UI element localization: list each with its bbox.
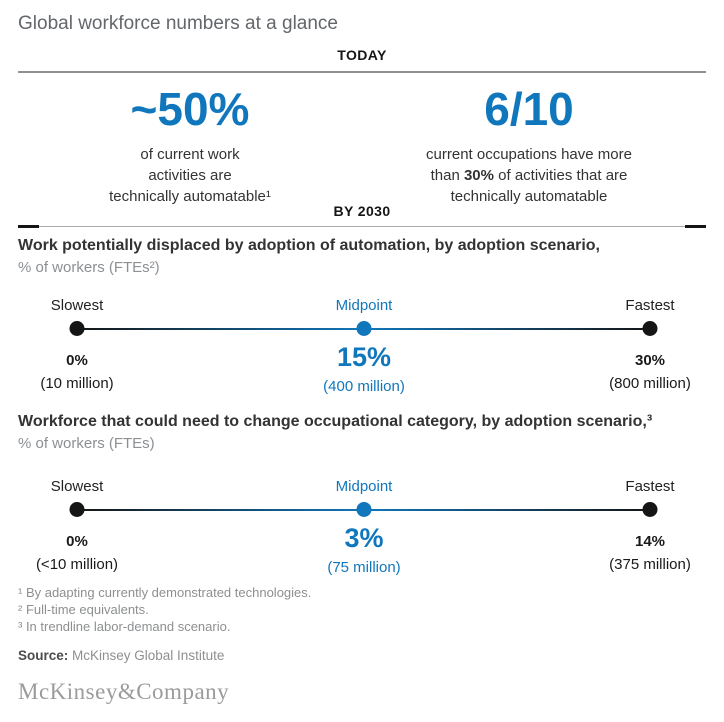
stat-value-6of10: 6/10 bbox=[484, 83, 574, 135]
page-title: Global workforce numbers at a glance bbox=[18, 13, 338, 34]
stat-desc-line: technically automatable bbox=[450, 188, 608, 205]
chart2-slowest-dot bbox=[69, 502, 85, 517]
chart2-slowest-value: 0% bbox=[66, 533, 88, 550]
footnote-3: ³ In trendline labor-demand scenario. bbox=[18, 619, 231, 634]
stat-automatable-activities: ~50% of current work activities are tech… bbox=[18, 84, 362, 207]
stat-desc-bold-value: 30% bbox=[463, 167, 494, 184]
stat-desc-line: technically automatable¹ bbox=[109, 188, 271, 205]
chart2-midpoint-label: Midpoint bbox=[335, 478, 393, 495]
source-text: McKinsey Global Institute bbox=[68, 648, 225, 663]
stat-occupations-automatable: 6/10 current occupations have more than … bbox=[352, 84, 706, 207]
stat-desc-line: activities are bbox=[148, 167, 232, 184]
chart2-fastest-detail: (375 million) bbox=[609, 556, 691, 573]
stat-desc-text: than bbox=[430, 167, 464, 184]
stat-desc-line: of current work bbox=[140, 146, 240, 163]
chart1-title: Work potentially displaced by adoption o… bbox=[18, 237, 600, 254]
chart1-fastest-detail: (800 million) bbox=[609, 375, 691, 392]
mckinsey-company-logo: McKinsey&Company bbox=[18, 679, 230, 704]
chart2-slowest-detail: (<10 million) bbox=[35, 556, 119, 573]
divider-end-cap-right bbox=[685, 225, 706, 228]
chart1-fastest-dot bbox=[642, 321, 658, 336]
footnote-2: ² Full-time equivalents. bbox=[18, 602, 149, 617]
today-section-header: TODAY bbox=[337, 47, 387, 63]
chart2-fastest-label: Fastest bbox=[625, 478, 675, 495]
chart2-fastest-dot bbox=[642, 502, 658, 517]
chart2-adoption-scale: Slowest Midpoint Fastest 0% 3% 14% (<10 … bbox=[0, 478, 724, 578]
chart2-slowest-label: Slowest bbox=[50, 478, 104, 495]
source-line: Source: McKinsey Global Institute bbox=[18, 648, 224, 663]
chart1-midpoint-value: 15% bbox=[336, 342, 392, 372]
chart1-fastest-value: 30% bbox=[634, 352, 666, 369]
stat-value-50pct: ~50% bbox=[130, 83, 250, 135]
chart2-fastest-value: 14% bbox=[634, 533, 666, 550]
footnote-1: ¹ By adapting currently demonstrated tec… bbox=[18, 585, 312, 600]
chart1-midpoint-dot bbox=[356, 321, 372, 336]
chart1-slowest-label: Slowest bbox=[50, 297, 104, 314]
chart1-slowest-dot bbox=[69, 321, 85, 336]
divider-end-cap-left bbox=[18, 225, 39, 228]
chart1-adoption-scale: Slowest Midpoint Fastest 0% 15% 30% (10 … bbox=[0, 297, 724, 397]
chart1-midpoint-label: Midpoint bbox=[335, 297, 393, 314]
chart2-midpoint-dot bbox=[356, 502, 372, 517]
chart1-slowest-detail: (10 million) bbox=[40, 375, 114, 392]
by2030-section-header: BY 2030 bbox=[333, 203, 391, 219]
stat-desc-line: current occupations have more bbox=[426, 146, 632, 163]
chart2-title: Workforce that could need to change occu… bbox=[18, 413, 653, 430]
stat-desc-text: of activities that are bbox=[494, 167, 628, 184]
chart1-subtitle: % of workers (FTEs²) bbox=[18, 259, 160, 276]
by2030-divider bbox=[18, 225, 706, 228]
stat-description: current occupations have more than 30% o… bbox=[352, 144, 706, 207]
source-label: Source: bbox=[18, 648, 69, 663]
chart1-fastest-label: Fastest bbox=[625, 297, 675, 314]
chart2-midpoint-value: 3% bbox=[344, 523, 384, 553]
footnotes: ¹ By adapting currently demonstrated tec… bbox=[18, 584, 311, 635]
stat-desc-line: than 30% of activities that are bbox=[352, 165, 706, 186]
chart1-slowest-value: 0% bbox=[66, 352, 88, 369]
chart2-midpoint-detail: (75 million) bbox=[327, 559, 401, 576]
chart2-subtitle: % of workers (FTEs) bbox=[18, 435, 155, 452]
stat-description: of current work activities are technical… bbox=[18, 144, 362, 207]
today-divider bbox=[18, 71, 706, 73]
chart1-midpoint-detail: (400 million) bbox=[323, 378, 405, 395]
